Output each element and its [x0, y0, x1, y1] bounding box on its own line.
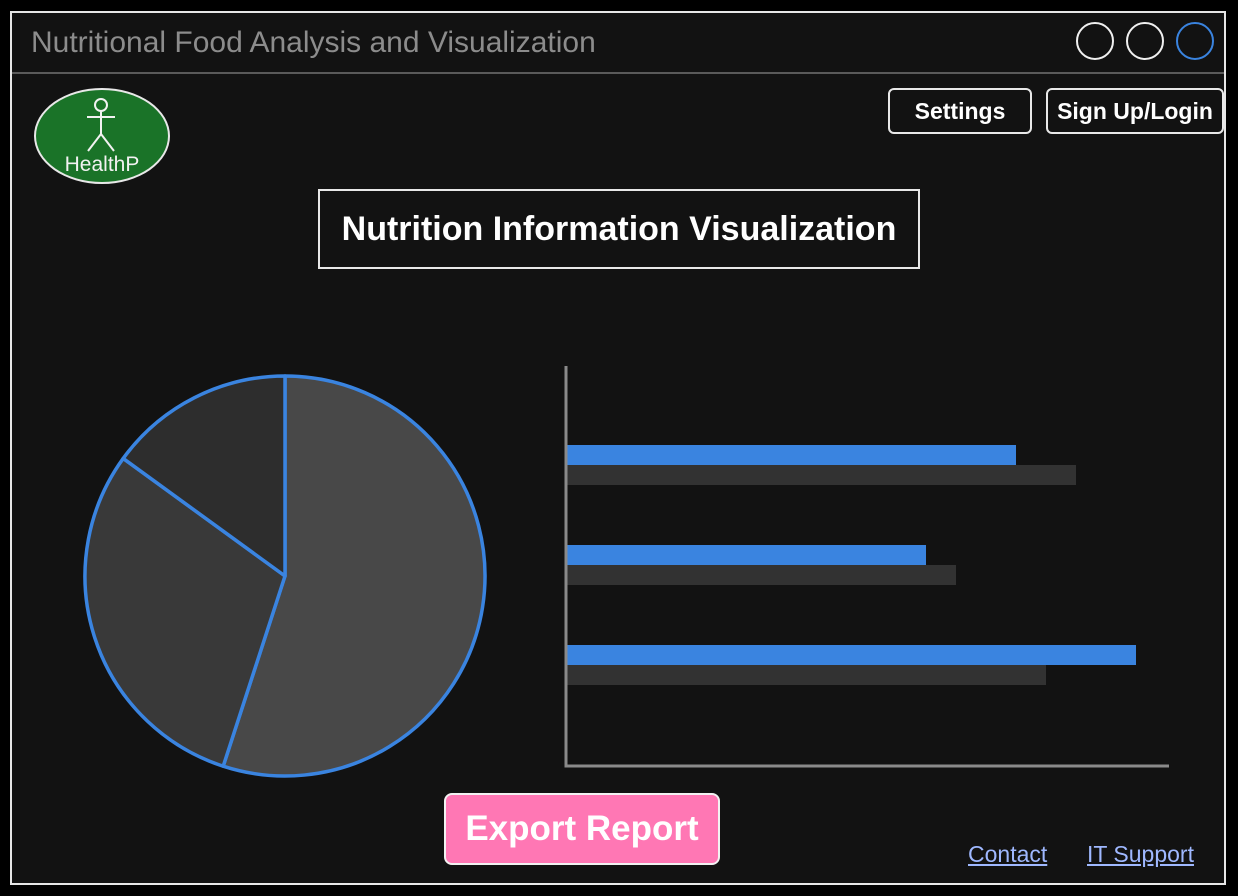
- bar: [566, 645, 1136, 665]
- page-title: Nutrition Information Visualization: [318, 189, 920, 269]
- nutrition-pie-chart: [83, 374, 487, 778]
- window-title: Nutritional Food Analysis and Visualizat…: [31, 26, 596, 59]
- window-close-button[interactable]: [1176, 22, 1214, 60]
- app-window: Nutritional Food Analysis and Visualizat…: [10, 11, 1226, 885]
- pie-slice: [221, 374, 487, 778]
- contact-link[interactable]: Contact: [968, 841, 1048, 867]
- logo: HealthP: [34, 88, 170, 184]
- bar: [566, 565, 956, 585]
- signup-login-button[interactable]: Sign Up/Login: [1046, 88, 1224, 134]
- export-report-button[interactable]: Export Report: [444, 793, 720, 865]
- person-icon: [87, 98, 115, 152]
- it-support-link[interactable]: IT Support: [1087, 841, 1194, 867]
- window-minimize-button[interactable]: [1076, 22, 1114, 60]
- title-bar: Nutritional Food Analysis and Visualizat…: [12, 13, 1224, 74]
- pie-slice: [83, 456, 287, 768]
- settings-button[interactable]: Settings: [888, 88, 1032, 134]
- logo-text: HealthP: [64, 153, 140, 176]
- bar: [566, 545, 926, 565]
- window-maximize-button[interactable]: [1126, 22, 1164, 60]
- bar: [566, 665, 1046, 685]
- nutrition-bar-chart: [564, 366, 1169, 768]
- bar: [566, 445, 1016, 465]
- bar: [566, 465, 1076, 485]
- pie-slice: [121, 374, 287, 578]
